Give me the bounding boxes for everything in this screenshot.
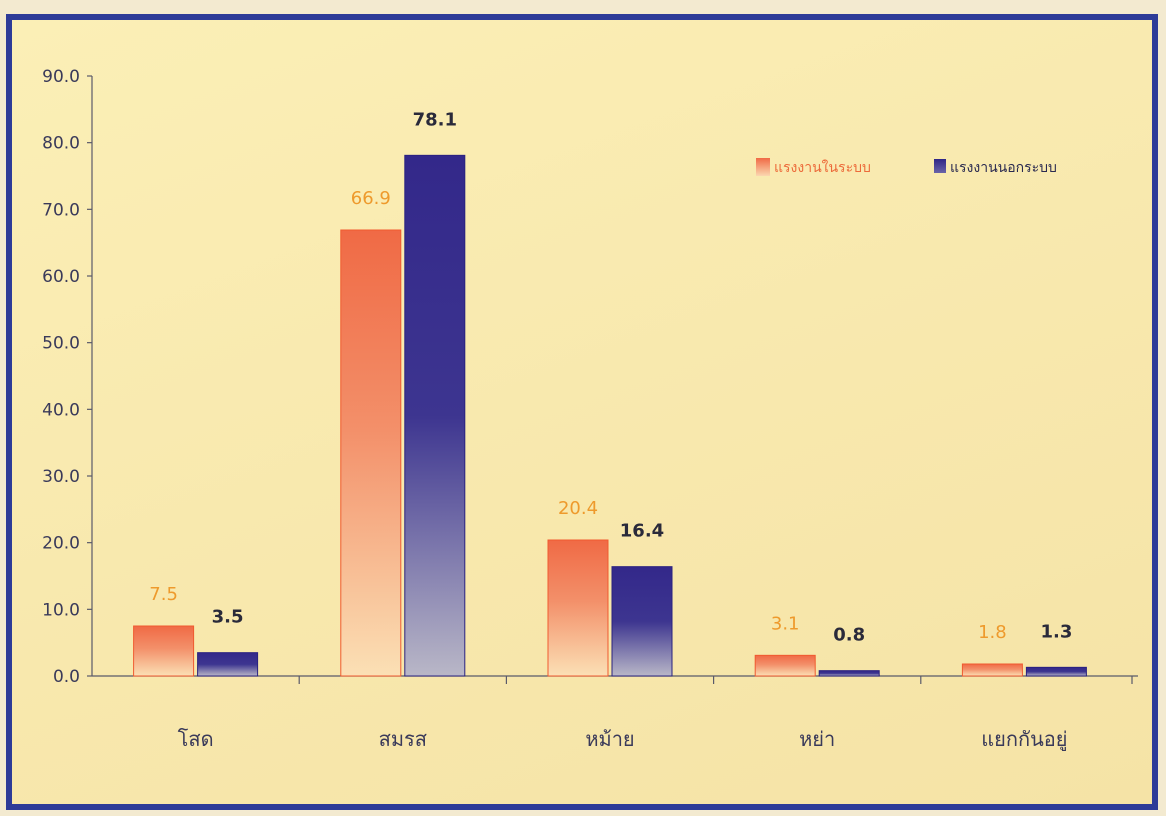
y-tick-label: 60.0 [42, 267, 80, 287]
data-label: 3.1 [771, 613, 800, 634]
chart-panel [6, 14, 1158, 810]
legend-label-in-system: แรงงานในระบบ [774, 159, 871, 176]
y-tick-label: 50.0 [42, 334, 80, 354]
data-label: 16.4 [620, 521, 664, 542]
data-label: 1.8 [978, 622, 1007, 643]
y-tick-label: 0.0 [53, 667, 80, 687]
bar-in-system [754, 654, 816, 677]
data-label: 20.4 [558, 498, 598, 519]
data-label: 3.5 [212, 607, 244, 628]
x-tick-label: สมรส [379, 727, 427, 751]
bar-out-system [611, 566, 673, 677]
bar-out-system [1025, 666, 1087, 677]
legend-label-out-system: แรงงานนอกระบบ [950, 160, 1057, 176]
y-tick-label: 70.0 [42, 200, 80, 220]
legend: แรงงานในระบบ แรงงานนอกระบบ [756, 158, 1057, 176]
y-tick-label: 20.0 [42, 534, 80, 554]
bar-in-system [547, 539, 609, 677]
data-label: 78.1 [413, 109, 457, 130]
data-label: 66.9 [351, 188, 391, 209]
y-tick-label: 90.0 [42, 67, 80, 87]
y-tick-label: 30.0 [42, 467, 80, 487]
bar-in-system [133, 625, 195, 677]
data-labels: 7.5 3.5 66.9 78.1 20.4 16.4 3.1 0.8 1.8 1.3 [149, 109, 1072, 645]
x-tick-label: หม้าย [585, 727, 634, 751]
data-label: 7.5 [149, 584, 178, 605]
bar-out-system [404, 154, 466, 677]
bar-in-system [340, 229, 402, 677]
bars [133, 154, 1087, 677]
legend-swatch-out-system [934, 159, 946, 173]
y-tick-label: 10.0 [42, 600, 80, 620]
legend-swatch-in-system [756, 158, 770, 176]
bar-in-system [961, 663, 1023, 677]
bar-out-system [197, 652, 259, 677]
y-tick-label: 40.0 [42, 400, 80, 420]
y-tick-label: 80.0 [42, 134, 80, 154]
x-tick-label: หย่า [799, 727, 835, 751]
data-label: 0.8 [833, 625, 865, 646]
x-tick-label: โสด [178, 727, 214, 751]
data-label: 1.3 [1040, 621, 1072, 642]
bar-out-system [818, 670, 880, 677]
x-tick-label: แยกกันอยู่ [981, 727, 1067, 752]
axes: 0.0 10.0 20.0 30.0 40.0 50.0 60.0 70.0 80.0 90.0 โ… [42, 67, 1138, 752]
